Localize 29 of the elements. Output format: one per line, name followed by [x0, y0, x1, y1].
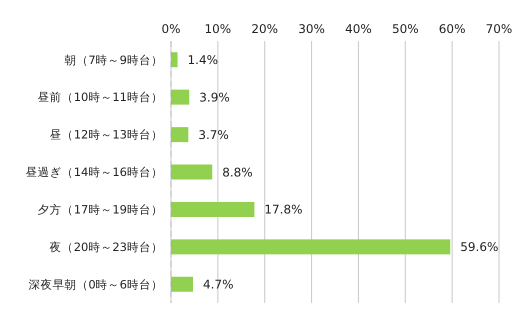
- data-label: 59.6%: [460, 240, 498, 254]
- data-label: 17.8%: [264, 202, 303, 217]
- y-tick-label: 朝（7時～9時台）: [64, 52, 163, 67]
- x-tick-label: 50%: [392, 22, 419, 36]
- y-tick-label: 夕方（17時～19時台）: [38, 202, 163, 217]
- y-tick-label: 昼過ぎ（14時～16時台）: [26, 165, 163, 180]
- y-tick-label: 昼（12時～13時台）: [50, 128, 163, 142]
- bar: [171, 127, 188, 142]
- bar: [171, 90, 190, 105]
- y-tick-label: 深夜早朝（0時～6時台）: [28, 277, 163, 292]
- bar: [171, 202, 254, 217]
- y-tick-label: 昼前（10時～11時台）: [38, 90, 163, 104]
- bar: [171, 239, 450, 254]
- x-tick-label: 60%: [438, 22, 466, 36]
- x-tick-label: 30%: [298, 22, 325, 36]
- bar: [171, 52, 178, 68]
- data-label: 1.4%: [188, 52, 218, 67]
- y-tick-label: 夜（20時～23時台）: [50, 240, 163, 254]
- bar: [171, 164, 212, 180]
- data-label: 3.9%: [199, 90, 230, 104]
- x-tick-label: 0%: [161, 22, 181, 36]
- x-tick-label: 40%: [345, 22, 372, 36]
- x-tick-label: 70%: [486, 22, 512, 36]
- x-tick-label: 20%: [251, 22, 278, 36]
- data-label: 4.7%: [203, 278, 234, 292]
- bar: [171, 276, 194, 292]
- data-label: 8.8%: [222, 165, 253, 180]
- x-tick-label: 10%: [204, 22, 232, 36]
- data-label: 3.7%: [198, 128, 229, 142]
